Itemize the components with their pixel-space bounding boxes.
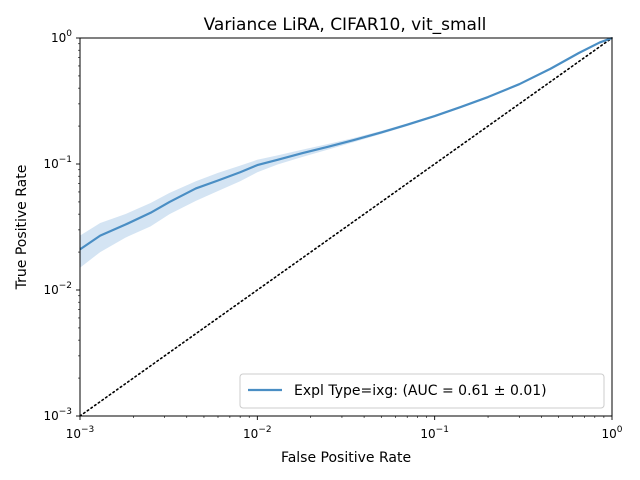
y-axis-title: True Positive Rate [14, 165, 30, 291]
y-axis: 10−3 10−2 10−1 100 [43, 29, 80, 423]
series-line-layer [79, 36, 613, 417]
x-tick-label: 10−3 [66, 425, 95, 441]
confidence-band-layer [80, 38, 612, 268]
chance-diagonal-line [79, 37, 613, 417]
y-tick-label: 10−1 [43, 155, 72, 171]
y-tick-label: 100 [51, 29, 72, 45]
confidence-band [80, 38, 612, 268]
chart-title: Variance LiRA, CIFAR10, vit_small [204, 15, 487, 35]
series-line [79, 36, 613, 251]
x-axis-title: False Positive Rate [281, 450, 411, 466]
plot-area-frame [79, 37, 613, 417]
x-axis: 10−3 10−2 10−1 100 [66, 416, 623, 441]
legend-box [239, 373, 605, 409]
legend-label: Expl Type=ixg: (AUC = 0.61 ± 0.01) [294, 383, 547, 399]
y-tick-label: 10−2 [43, 281, 72, 297]
x-tick-label: 100 [601, 425, 622, 441]
x-tick-label: 10−2 [243, 425, 272, 441]
y-tick-label: 10−3 [43, 407, 72, 423]
x-tick-label: 10−1 [420, 425, 449, 441]
legend: Expl Type=ixg: (AUC = 0.61 ± 0.01) [239, 373, 605, 409]
